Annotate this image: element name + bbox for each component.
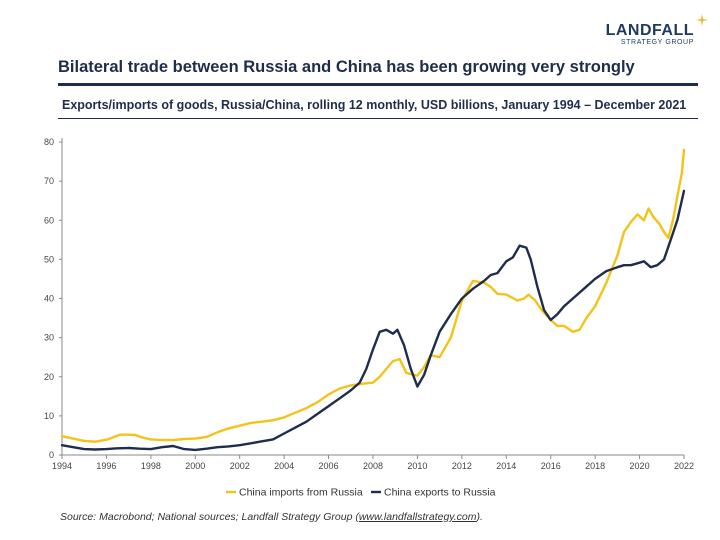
y-tick-label: 20 bbox=[44, 372, 54, 382]
series-line-exports bbox=[60, 189, 686, 452]
headline-rule bbox=[58, 83, 698, 86]
x-tick-label: 2020 bbox=[630, 461, 650, 471]
x-tick-label: 2012 bbox=[452, 461, 472, 471]
chart-title: Exports/imports of goods, Russia/China, … bbox=[62, 98, 687, 112]
chart-axes: 0 10 20 30 40 50 60 70 80 1994 1996 1998 2000 2002 200… bbox=[44, 137, 694, 471]
brand-name: LANDFALL bbox=[605, 22, 694, 39]
x-tick-label: 2002 bbox=[230, 461, 250, 471]
source-note: Source: Macrobond; National sources; Lan… bbox=[60, 511, 483, 523]
page-headline: Bilateral trade between Russia and China… bbox=[58, 58, 635, 76]
y-tick-label: 40 bbox=[44, 294, 54, 304]
chart-legend: China imports from Russia China exports t… bbox=[226, 487, 496, 499]
y-tick-label: 60 bbox=[44, 215, 54, 225]
y-tick-label: 70 bbox=[44, 176, 54, 186]
y-tick-label: 10 bbox=[44, 411, 54, 421]
x-tick-label: 1996 bbox=[96, 461, 116, 471]
y-tick-label: 80 bbox=[44, 137, 54, 147]
series-line-imports bbox=[60, 148, 686, 443]
brand-subtitle: STRATEGY GROUP bbox=[620, 39, 694, 46]
x-tick-label: 2018 bbox=[585, 461, 605, 471]
star-icon bbox=[696, 14, 708, 26]
source-link[interactable]: www.landfallstrategy.com bbox=[358, 511, 477, 523]
brand-logo: LANDFALL STRATEGY GROUP bbox=[605, 14, 708, 46]
legend-label: China imports from Russia bbox=[239, 487, 363, 499]
x-tick-label: 2008 bbox=[363, 461, 383, 471]
x-tick-label: 1998 bbox=[141, 461, 161, 471]
x-tick-label: 2000 bbox=[185, 461, 205, 471]
source-suffix: ). bbox=[476, 511, 483, 523]
x-tick-label: 1994 bbox=[52, 461, 72, 471]
line-chart: 0 10 20 30 40 50 60 70 80 1994 1996 1998 2000 2002 200… bbox=[44, 137, 694, 499]
x-tick-label: 2014 bbox=[496, 461, 516, 471]
y-tick-label: 0 bbox=[49, 450, 54, 460]
x-tick-label: 2010 bbox=[407, 461, 427, 471]
source-prefix: Source: Macrobond; National sources; Lan… bbox=[60, 511, 359, 523]
subtitle-rule bbox=[58, 118, 698, 119]
chart-series bbox=[60, 148, 686, 452]
x-tick-label: 2004 bbox=[274, 461, 294, 471]
y-tick-label: 30 bbox=[44, 333, 54, 343]
x-tick-label: 2016 bbox=[541, 461, 561, 471]
x-tick-label: 2022 bbox=[674, 461, 694, 471]
y-tick-label: 50 bbox=[44, 254, 54, 264]
legend-label: China exports to Russia bbox=[384, 487, 496, 499]
x-tick-label: 2006 bbox=[319, 461, 339, 471]
